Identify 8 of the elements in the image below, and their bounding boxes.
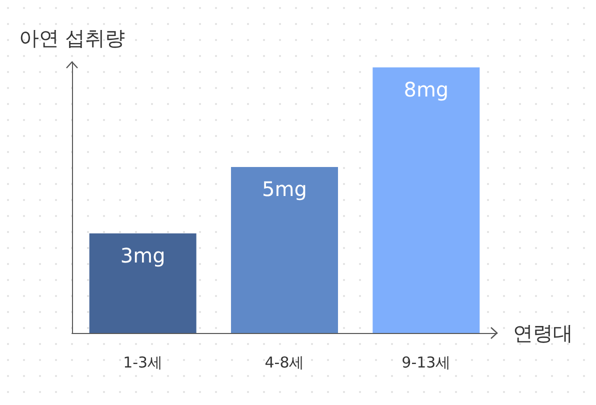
x-tick-label: 1-3세 — [123, 354, 163, 372]
x-tick-label: 4-8세 — [264, 354, 304, 372]
data-label: 8mg — [404, 77, 449, 102]
data-label: 3mg — [120, 243, 166, 268]
x-axis-title: 연령대 — [513, 321, 573, 345]
data-label: 5mg — [262, 176, 307, 201]
y-axis-title: 아연 섭취량 — [18, 26, 126, 50]
x-tick-label: 9-13세 — [402, 354, 451, 372]
